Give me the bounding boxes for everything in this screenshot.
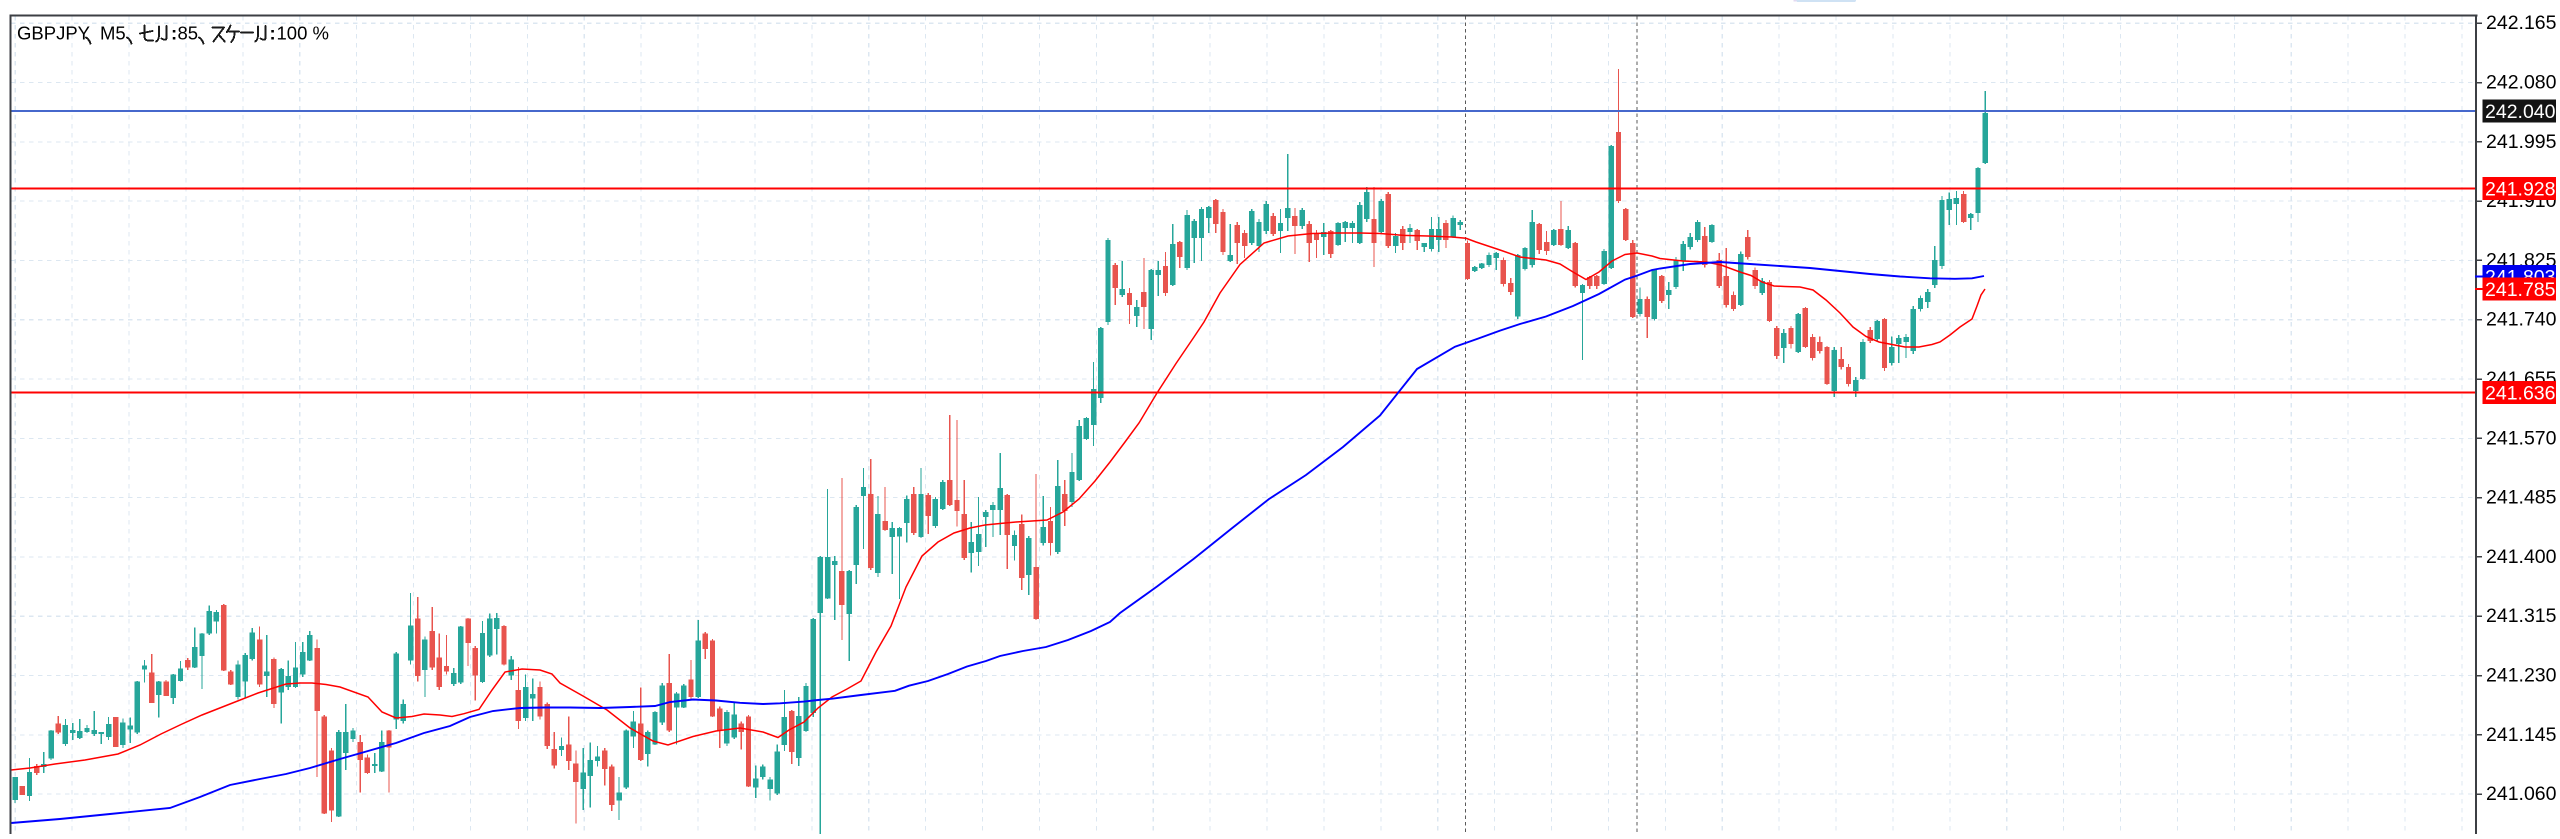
svg-text:241.740: 241.740 bbox=[2486, 309, 2557, 331]
svg-text:100 %: 100 % bbox=[277, 23, 329, 44]
svg-text:GBPJPY: GBPJPY bbox=[17, 23, 90, 44]
svg-text:241.636: 241.636 bbox=[2485, 382, 2556, 404]
svg-text:241.995: 241.995 bbox=[2486, 131, 2557, 153]
svg-text::: : bbox=[171, 23, 177, 44]
svg-text:241.145: 241.145 bbox=[2486, 724, 2557, 746]
svg-text:242.080: 242.080 bbox=[2486, 72, 2557, 94]
svg-text:242.040: 242.040 bbox=[2485, 101, 2556, 123]
svg-text:241.570: 241.570 bbox=[2486, 427, 2557, 449]
svg-text:241.485: 241.485 bbox=[2486, 487, 2557, 509]
svg-text:241.315: 241.315 bbox=[2486, 605, 2557, 627]
svg-text::: : bbox=[270, 23, 276, 44]
svg-text:85: 85 bbox=[178, 23, 199, 44]
svg-text:241.785: 241.785 bbox=[2485, 279, 2556, 301]
svg-text:242.165: 242.165 bbox=[2486, 12, 2557, 34]
svg-text:M5: M5 bbox=[100, 23, 126, 44]
svg-text:241.230: 241.230 bbox=[2486, 665, 2557, 687]
svg-text:241.060: 241.060 bbox=[2486, 783, 2557, 805]
svg-text:241.928: 241.928 bbox=[2485, 179, 2556, 201]
svg-text:241.400: 241.400 bbox=[2486, 546, 2557, 568]
